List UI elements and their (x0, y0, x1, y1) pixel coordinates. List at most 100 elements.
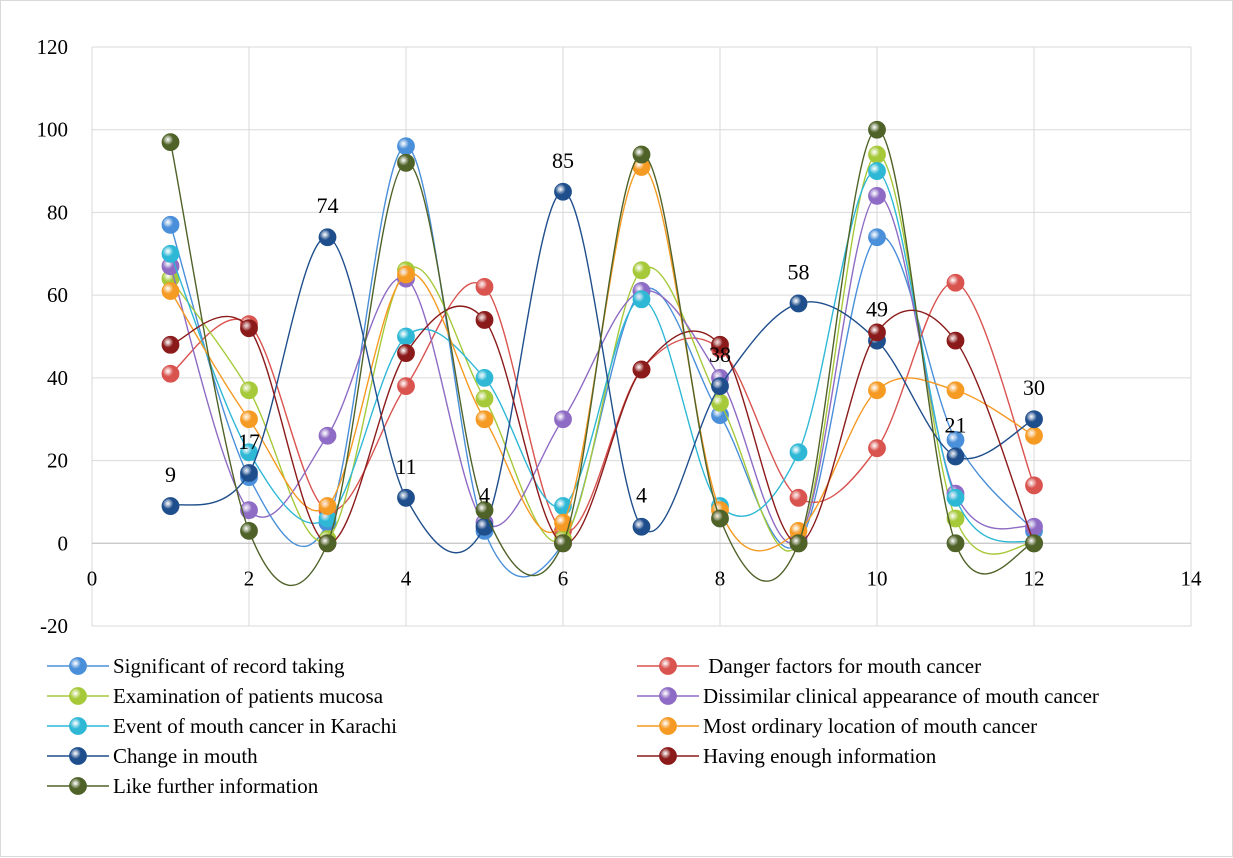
data-point (868, 162, 886, 180)
data-point (397, 377, 415, 396)
data-point (946, 534, 965, 553)
legend-label: Most ordinary location of mouth cancer (703, 714, 1037, 738)
data-point (868, 186, 886, 205)
legend-marker (659, 657, 677, 675)
data-point (632, 145, 651, 164)
data-point (1025, 410, 1043, 429)
legend-label: Event of mouth cancer in Karachi (113, 714, 397, 738)
data-point (789, 294, 808, 313)
data-point (1025, 426, 1043, 445)
legend-item: Examination of patients mucosa (47, 684, 384, 708)
data-point (554, 410, 572, 429)
data-point (868, 323, 886, 342)
y-tick-label: 20 (47, 449, 68, 473)
data-point (475, 311, 494, 329)
data-point (946, 331, 965, 350)
data-point (397, 265, 415, 284)
legend-label: Examination of patients mucosa (113, 684, 384, 708)
data-point (711, 335, 729, 354)
x-tick-label: 6 (558, 566, 569, 590)
legend-marker (69, 657, 87, 675)
series-6 (161, 158, 1043, 552)
data-point (711, 377, 729, 396)
data-point (475, 517, 494, 536)
data-point (475, 368, 494, 387)
data-label: 4 (479, 483, 490, 508)
data-point (789, 443, 808, 462)
legend-marker (69, 747, 87, 765)
data-point (711, 509, 729, 528)
legend-label: Like further information (113, 774, 319, 798)
data-point (554, 182, 572, 201)
data-point (318, 426, 337, 445)
data-point (632, 360, 651, 379)
x-tick-label: 8 (715, 566, 726, 590)
data-point (397, 153, 415, 172)
data-point (240, 464, 258, 482)
data-point (789, 488, 808, 507)
data-point (946, 488, 965, 507)
legend-item: Having enough information (637, 744, 937, 768)
data-point (1025, 476, 1043, 495)
data-point (240, 501, 258, 520)
data-point (554, 497, 572, 515)
data-point (161, 497, 180, 515)
data-labels: 9 17 74 11 4 85 4 38 58 49 21 30 (165, 148, 1045, 508)
data-point (789, 534, 808, 553)
series-line (170, 305, 1035, 545)
data-point (632, 261, 651, 280)
data-point (868, 228, 886, 247)
x-tick-label: 0 (87, 566, 98, 590)
data-point (397, 137, 415, 156)
series-line (169, 153, 1035, 555)
data-label: 30 (1023, 375, 1045, 400)
y-tick-label: 100 (37, 118, 69, 142)
y-tick-label: 80 (47, 200, 68, 224)
data-point (240, 521, 258, 540)
legend-item: Significant of record taking (47, 654, 345, 678)
legend-label: Change in mouth (113, 744, 258, 768)
data-point (946, 447, 965, 466)
data-point (632, 517, 651, 536)
legend-marker (69, 777, 87, 795)
series-layer (161, 120, 1043, 587)
data-point (240, 410, 258, 429)
data-point (161, 244, 180, 263)
data-point (161, 282, 180, 300)
data-point (868, 381, 886, 400)
y-tick-label: 40 (47, 366, 68, 390)
data-point (318, 497, 337, 515)
data-point (161, 335, 180, 354)
data-point (161, 133, 180, 152)
data-label: 21 (945, 412, 967, 437)
legend-item: Dissimilar clinical appearance of mouth … (637, 684, 1099, 708)
data-label: 4 (636, 483, 647, 508)
y-tick-label: 60 (47, 283, 68, 307)
legend-item: Change in mouth (47, 744, 258, 768)
x-tick-label: 2 (244, 566, 255, 590)
legend-item: Like further information (47, 774, 319, 798)
series-line (169, 166, 1035, 552)
data-point (240, 319, 258, 338)
data-point (397, 488, 415, 507)
legend-marker (659, 747, 677, 765)
legend-marker (69, 687, 87, 705)
series-1 (161, 137, 1043, 578)
data-point (554, 513, 572, 532)
data-point (946, 509, 965, 528)
x-tick-label: 12 (1024, 566, 1045, 590)
data-point (868, 120, 886, 139)
legend: Significant of record taking Danger fact… (47, 654, 1099, 798)
data-point (161, 215, 180, 234)
data-point (397, 344, 415, 362)
data-point (868, 439, 886, 458)
series-line (169, 145, 1035, 578)
x-tick-label: 14 (1181, 566, 1203, 590)
data-label: 17 (238, 429, 260, 454)
data-point (946, 381, 965, 400)
data-point (475, 410, 494, 429)
data-label: 85 (552, 148, 574, 173)
series-line (170, 191, 1035, 554)
data-point (318, 228, 337, 247)
